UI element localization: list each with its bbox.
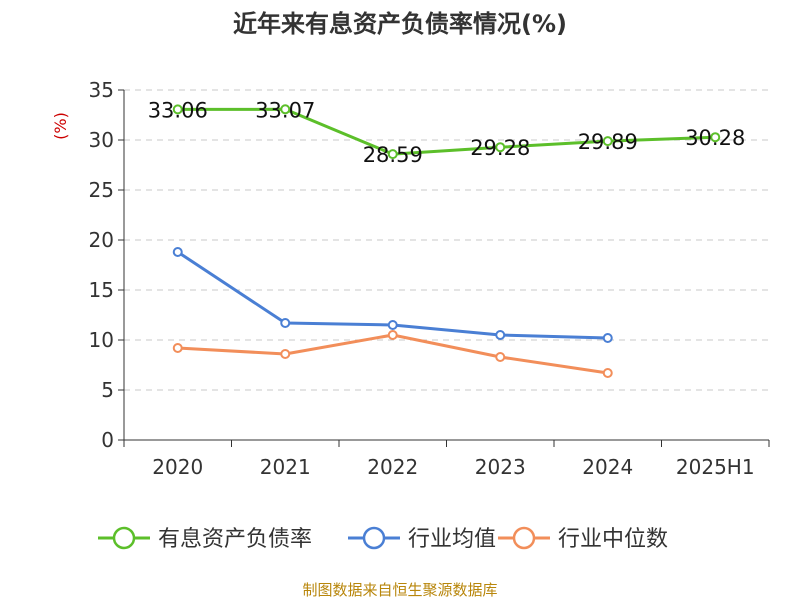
legend-label: 行业均值	[408, 527, 496, 552]
data-label: 29.89	[578, 130, 638, 154]
y-tick-label: 30	[89, 128, 114, 152]
y-tick-label: 20	[89, 228, 114, 252]
data-label: 30.28	[685, 126, 745, 150]
series-3-point	[602, 368, 613, 378]
y-tick-label: 10	[89, 328, 114, 352]
series-3-point	[387, 330, 398, 340]
source-note: 制图数据来自恒生聚源数据库	[302, 581, 497, 599]
data-label: 33.06	[148, 98, 208, 122]
y-tick-label: 25	[89, 178, 114, 202]
chart-title: 近年来有息资产负债率情况(%)	[233, 10, 567, 38]
x-tick-label: 2020	[152, 455, 203, 479]
x-tick-label: 2024	[582, 455, 633, 479]
legend: 有息资产负债率 行业均值 行业中位数	[98, 526, 668, 552]
series-2-point	[172, 247, 183, 257]
series-lines	[172, 104, 721, 378]
series-2-point	[280, 318, 291, 328]
legend-label: 有息资产负债率	[158, 527, 312, 552]
x-tick-label: 2023	[475, 455, 526, 479]
series-2-point	[387, 320, 398, 330]
x-tick-label: 2021	[260, 455, 311, 479]
grid-lines	[124, 89, 769, 391]
y-tick-label: 15	[89, 278, 114, 302]
data-labels: 33.06 33.07 28.59 29.28 29.89 30.28	[148, 98, 746, 167]
y-axis-unit: (%)	[51, 112, 70, 140]
legend-label: 行业中位数	[558, 527, 668, 552]
series-1-point	[495, 142, 506, 153]
y-tick-label: 35	[89, 78, 114, 102]
series-1-point	[280, 104, 291, 115]
axes: 0 5 10 15 20 25 30 35 2020 2021 2022 2023 2024 2025H1	[89, 78, 770, 479]
y-tick-label: 0	[101, 428, 114, 452]
series-1-point	[387, 149, 398, 160]
series-line-3	[177, 333, 608, 375]
legend-marker	[112, 526, 136, 550]
legend-marker	[512, 526, 536, 550]
series-1-point	[602, 136, 613, 147]
series-1-point	[710, 132, 721, 143]
data-label: 28.59	[363, 143, 423, 167]
series-3-point	[172, 343, 183, 353]
series-1-point	[172, 104, 183, 115]
y-tick-label: 5	[101, 378, 114, 402]
x-tick-label: 2025H1	[676, 455, 755, 479]
data-label: 33.07	[255, 98, 315, 122]
legend-marker	[362, 526, 386, 550]
data-label: 29.28	[470, 136, 530, 160]
series-line-1	[177, 107, 716, 156]
x-tick-label: 2022	[367, 455, 418, 479]
series-3-point	[280, 349, 291, 359]
series-3-point	[495, 352, 506, 362]
series-2-point	[602, 333, 613, 343]
series-2-point	[495, 330, 506, 340]
